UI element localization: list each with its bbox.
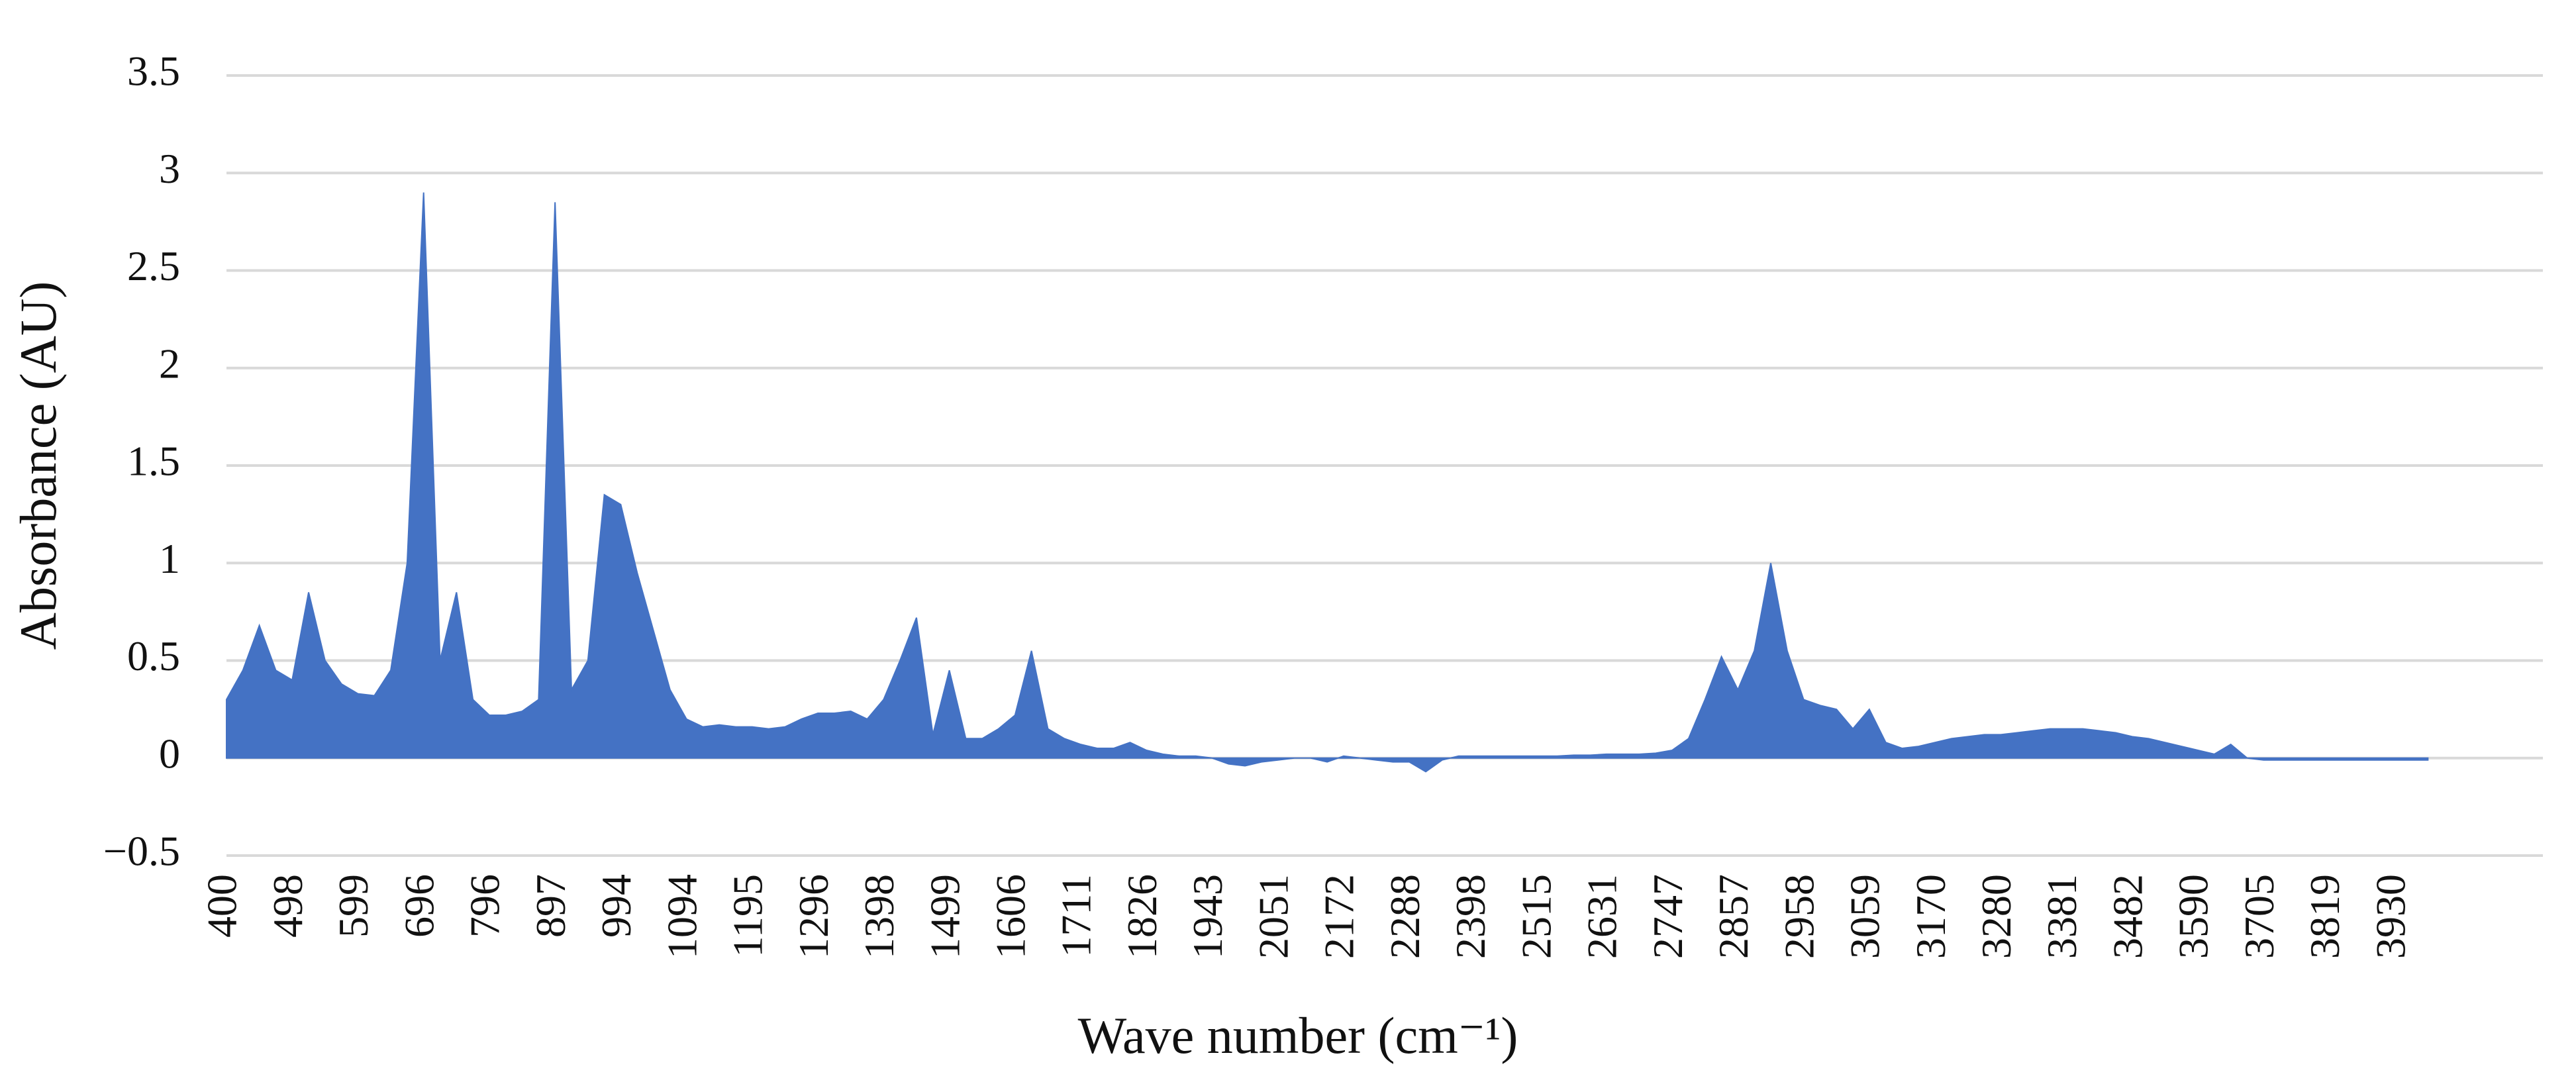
x-tick-label: 3705 xyxy=(2236,874,2283,959)
y-tick-label: −0.5 xyxy=(103,828,180,875)
x-tick-label: 1094 xyxy=(658,874,705,959)
x-tick-label: 1943 xyxy=(1184,874,1231,959)
x-tick-label: 1398 xyxy=(856,874,903,959)
x-tick-label: 400 xyxy=(199,874,246,938)
x-tick-label: 994 xyxy=(593,874,640,938)
y-tick-label: 0 xyxy=(159,730,180,777)
x-tick-label: 3170 xyxy=(1907,874,1954,959)
y-tick-label: 2.5 xyxy=(127,242,180,289)
y-tick-label: 1 xyxy=(159,535,180,582)
x-tick-label: 1711 xyxy=(1053,874,1100,958)
x-tick-label: 2857 xyxy=(1710,874,1757,959)
x-tick-label: 1606 xyxy=(987,874,1034,959)
x-tick-label: 3819 xyxy=(2301,874,2348,959)
x-tick-label: 2172 xyxy=(1316,874,1363,959)
x-tick-label: 1195 xyxy=(724,874,771,958)
x-tick-label: 1296 xyxy=(790,874,837,959)
x-tick-label: 3930 xyxy=(2367,874,2414,959)
x-tick-label: 498 xyxy=(264,874,311,938)
y-tick-label: 0.5 xyxy=(127,632,180,679)
x-tick-label: 2515 xyxy=(1512,874,1560,959)
x-axis-label: Wave number (cm⁻¹) xyxy=(1078,1007,1518,1064)
x-tick-label: 3590 xyxy=(2170,874,2217,959)
y-tick-label: 3 xyxy=(159,145,180,192)
x-tick-label: 3482 xyxy=(2104,874,2151,959)
x-tick-label: 897 xyxy=(527,874,574,938)
x-tick-label: 2631 xyxy=(1579,874,1626,959)
x-tick-label: 696 xyxy=(395,874,442,938)
x-tick-label: 2747 xyxy=(1644,874,1691,959)
x-tick-label: 1499 xyxy=(921,874,968,959)
x-tick-label: 2958 xyxy=(1775,874,1822,959)
x-tick-label: 2051 xyxy=(1250,874,1297,959)
x-tick-label: 796 xyxy=(462,874,509,938)
x-tick-label: 1826 xyxy=(1118,874,1165,959)
x-tick-label: 3381 xyxy=(2038,874,2085,959)
x-tick-label: 3059 xyxy=(1842,874,1889,959)
x-tick-label: 2288 xyxy=(1381,874,1428,959)
x-tick-label: 599 xyxy=(330,874,377,938)
x-tick-label: 2398 xyxy=(1447,874,1494,959)
y-tick-label: 1.5 xyxy=(127,438,180,485)
y-tick-label: 3.5 xyxy=(127,48,180,95)
area xyxy=(226,192,2429,773)
y-axis-label: Absorbance (AU) xyxy=(9,281,67,650)
x-tick-label: 3280 xyxy=(1973,874,2020,959)
y-tick-label: 2 xyxy=(159,340,180,387)
